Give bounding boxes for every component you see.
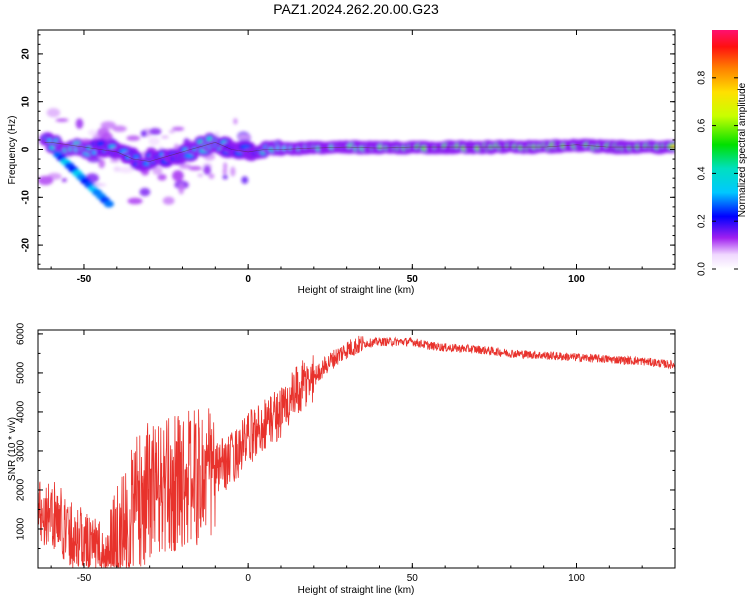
colorbar-label: Normalized spectral amplitude [737,82,748,217]
spectrogram-blob [185,154,194,158]
spectrogram-x-tick-label: 0 [245,274,251,285]
colorbar-tick-label: 0.0 [697,262,708,276]
colorbar: 0.0 0.2 0.4 0.6 0.8 Normalized spectral ampl… [697,30,748,276]
spectrogram-blob [162,196,175,205]
spectrogram-blob [148,136,160,146]
spectrogram-blob [133,155,140,159]
snr-y-tick-label: 4000 [16,400,27,423]
colorbar-tick-label: 0.4 [697,166,708,180]
spectrogram-blobs [38,108,675,208]
spectrogram-blob [222,168,228,175]
spectrogram-blob [96,127,110,139]
snr-marks [38,335,675,568]
spectrogram-x-tick-label: 100 [568,274,585,285]
spectrogram-ridge-line [44,141,675,162]
snr-y-tick-label: 6000 [16,322,27,345]
spectrogram-blob [233,118,238,125]
snr-series-line [38,335,675,568]
snr-x-tick-label: 0 [245,573,251,584]
spectrogram-blob [223,162,228,171]
spectrogram-x-tick-label: -50 [77,274,92,285]
spectrogram-blob [75,118,84,129]
spectrogram-blob [237,133,252,140]
colorbar-gradient [712,30,738,269]
spectrogram-panel: -50 0 50 100 -20 -10 0 10 20 Height of straight … [7,29,676,296]
snr-x-tick-label: 100 [568,573,585,584]
spectrogram-blob [127,197,143,205]
figure-title: PAZ1.2024.262.20.00.G23 [273,1,439,17]
spectrogram-blob [100,121,116,130]
snr-panel: -50 0 50 100 1000 2000 3000 4000 5000 6000 Height… [7,322,676,596]
spectrogram-blob [113,166,121,172]
spectrogram-blob [179,163,192,169]
spectrogram-blob [55,118,69,122]
spectrogram-frame [37,29,676,270]
snr-y-tick-label: 5000 [16,361,27,384]
spectrogram-blob [109,159,120,163]
spectrogram-blob [178,183,185,195]
colorbar-ticks: 0.0 0.2 0.4 0.6 0.8 [697,70,738,276]
spectrogram-blob [103,200,114,208]
spectrogram-blob [98,158,105,169]
spectrogram-blob [161,135,169,139]
spectrogram-blob [203,165,212,175]
spectrogram-x-tick-label: 50 [407,274,419,285]
spectrogram-blob [171,126,185,131]
colorbar-tick-label: 0.6 [697,118,708,132]
spectrogram-blob [38,175,54,186]
spectrogram-blob [118,166,134,174]
spectrogram-y-tick-label: 0 [21,146,32,152]
spectrogram-blob [188,166,202,171]
spectrogram-blob [61,178,68,183]
spectrogram-blob [172,170,184,182]
spectrogram-blob [152,166,163,175]
spectrogram-blob [93,183,107,187]
spectrogram-blob [97,142,104,146]
spectrogram-blob [126,135,141,141]
spectrogram-blob [669,144,675,149]
snr-x-label: Height of straight line (km) [298,585,415,596]
spectrogram-blob [139,187,151,197]
colorbar-tick-label: 0.8 [697,70,708,84]
spectrogram-blob [87,129,97,136]
spectrogram-blob [197,173,204,178]
spectrogram-blob [46,108,61,118]
spectrogram-y-tick-label: -20 [21,237,32,252]
spectrogram-blob [157,174,167,181]
spectrogram-blob [241,176,249,184]
snr-ticks: -50 0 50 100 1000 2000 3000 4000 5000 6000 [16,322,676,584]
spectrogram-blob [168,129,175,134]
spectrogram-blob [148,128,162,136]
snr-frame [37,329,676,569]
snr-x-tick-label: 50 [407,573,419,584]
spectrogram-blob [241,145,251,149]
spectrogram-x-label: Height of straight line (km) [298,285,415,296]
spectrogram-blob [230,166,236,177]
snr-y-label: SNR (10 * v/v) [7,417,18,481]
spectrogram-y-tick-label: 20 [21,48,32,60]
spectrogram-marks [38,108,675,208]
spectrogram-blob [222,174,228,180]
spectrogram-blob [112,125,127,132]
spectrogram-y-tick-label: -10 [21,190,32,205]
snr-y-tick-label: 3000 [16,439,27,462]
spectrogram-blob [140,129,148,138]
snr-y-tick-label: 2000 [16,478,27,501]
spectrogram-blob [208,173,215,179]
snr-y-tick-label: 1000 [16,517,27,540]
spectrogram-y-tick-label: 10 [21,96,32,108]
colorbar-tick-label: 0.2 [697,214,708,228]
spectrogram-y-label: Frequency (Hz) [7,116,18,185]
snr-x-tick-label: -50 [77,573,92,584]
